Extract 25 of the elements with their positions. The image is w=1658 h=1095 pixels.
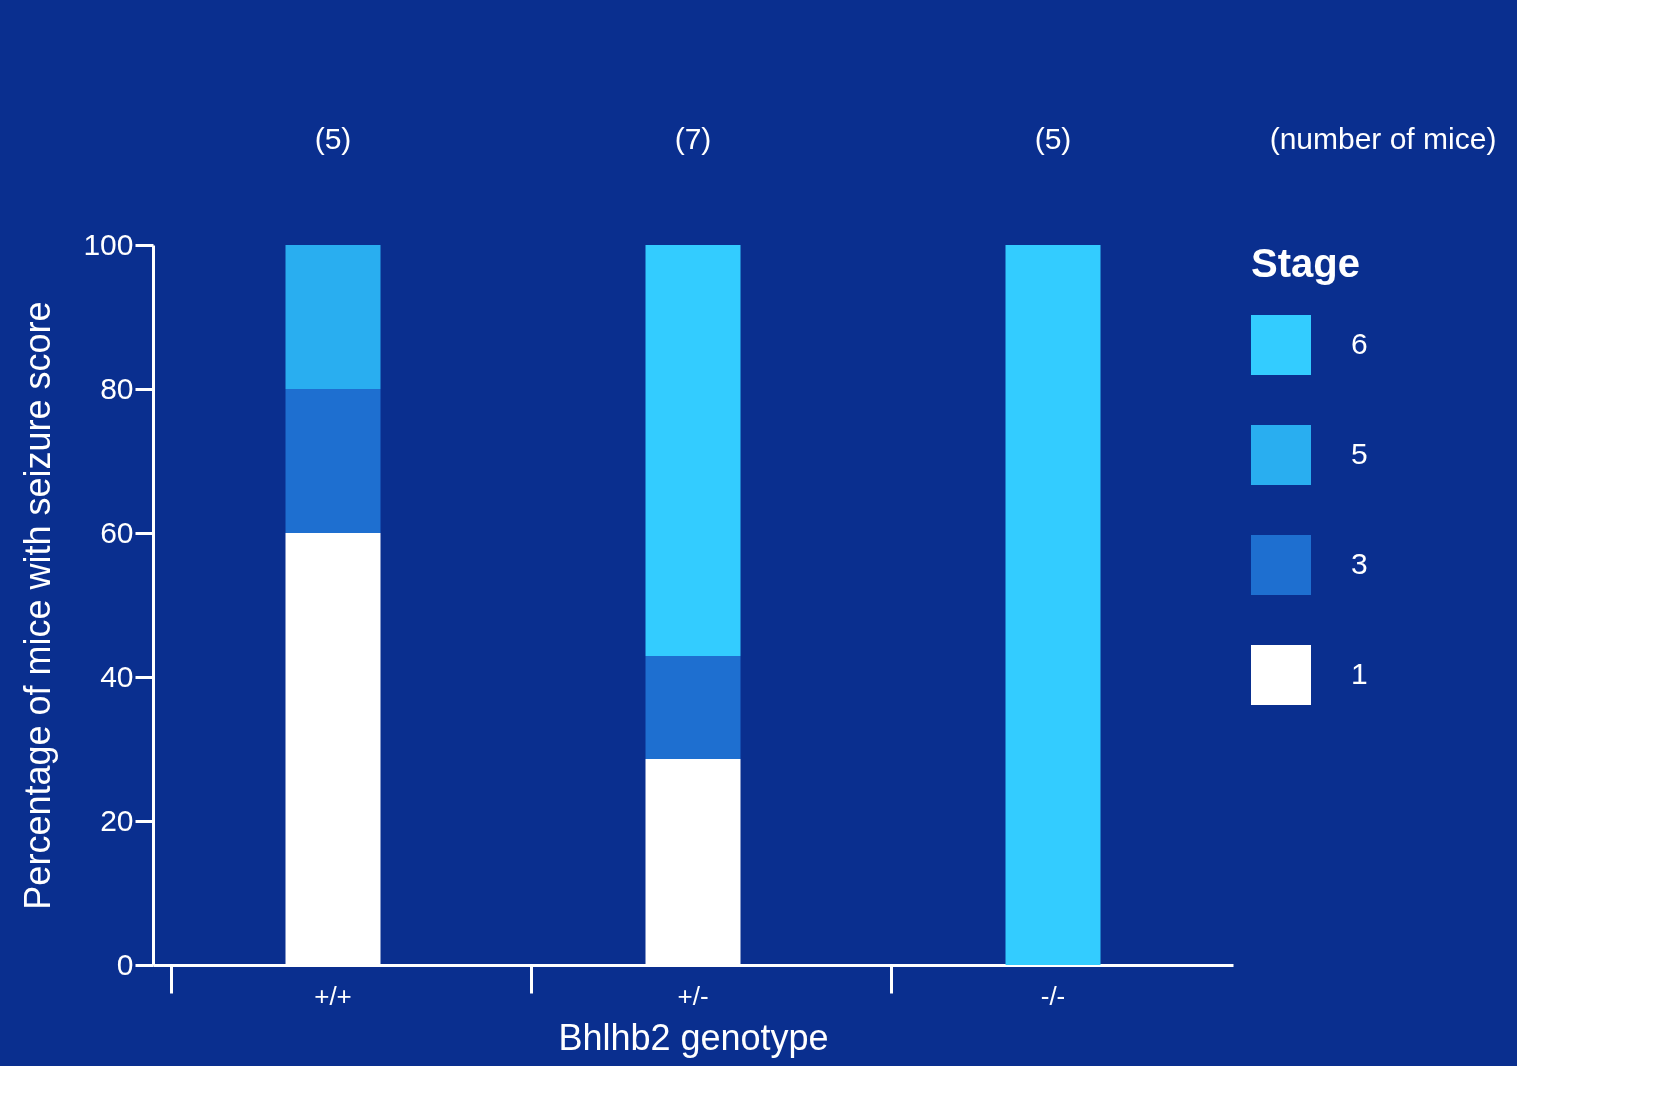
y-tick-label: 80 (100, 371, 134, 405)
x-tick-label: +/+ (314, 980, 352, 1011)
bar (645, 245, 741, 657)
y-tick-label: 60 (100, 515, 134, 549)
text: (5) (314, 122, 352, 155)
text: (number of mice) (1269, 122, 1497, 155)
legend-title: Stage (1251, 241, 1360, 285)
bar (285, 245, 381, 389)
x-tick-label: -/- (1040, 980, 1066, 1011)
x-axis-title: Bhlhb2 genotype (558, 1016, 829, 1058)
bar (1005, 245, 1101, 965)
bar (645, 656, 741, 760)
legend-label: 1 (1351, 657, 1368, 690)
y-axis-title: Percentage of mice with seizure score (17, 301, 59, 910)
y-tick-label: 100 (83, 227, 134, 261)
y-tick-label: 40 (100, 659, 134, 693)
text: (7) (674, 122, 712, 155)
x-tick-label: +/- (677, 980, 709, 1011)
y-tick-label: 20 (100, 803, 134, 837)
legend-label: 3 (1351, 547, 1368, 580)
legend-label: 6 (1351, 327, 1368, 360)
y-tick-label: 0 (116, 947, 134, 981)
text: (5) (1034, 122, 1072, 155)
bar (285, 389, 381, 533)
legend-label: 5 (1351, 437, 1368, 470)
